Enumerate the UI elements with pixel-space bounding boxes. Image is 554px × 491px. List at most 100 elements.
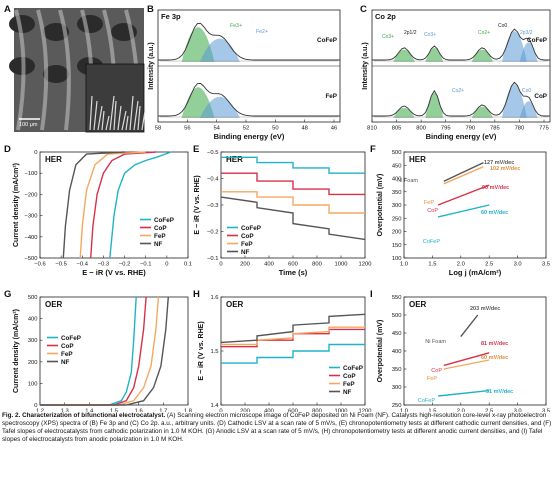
y-tick-label: 400 (28, 317, 38, 323)
x-tick-label: 58 (155, 126, 161, 132)
y-tick-label: 1.5 (210, 349, 218, 355)
x-tick-label: 775 (539, 126, 549, 132)
legend-entry-nf: NF (241, 249, 250, 256)
y-axis-label: Current density (mA/cm²) (13, 163, 20, 247)
y-tick-label: 550 (392, 295, 402, 301)
y-tick-label: −0.1 (207, 256, 218, 262)
x-tick-label: 1.5 (428, 409, 436, 413)
y-axis-label: Intensity (a.u.) (148, 42, 155, 89)
x-tick-label: 600 (288, 409, 298, 413)
x-tick-label: 800 (416, 126, 426, 132)
x-tick-label: 805 (392, 126, 402, 132)
x-tick-label: 2.5 (485, 262, 493, 268)
y-tick-label: 150 (392, 243, 402, 249)
x-tick-label: −0.4 (77, 262, 89, 268)
x-tick-label: 800 (312, 409, 322, 413)
panel-d: −0.6 −0.5 −0.4 −0.3 −0.2 −0.1 0 0.1 0 −100 −200 −30… (13, 150, 192, 277)
series-label: Ni Foam (425, 339, 446, 345)
sample-label: CoP (534, 93, 547, 100)
y-tick-label: 100 (392, 256, 402, 262)
y-tick-label: 1.6 (210, 295, 218, 301)
x-tick-label: 1.5 (110, 409, 118, 413)
sem-inset-flake (117, 105, 122, 131)
x-tick-label: 3.5 (542, 409, 550, 413)
x-axis-label: Binding energy (eV) (426, 132, 497, 141)
x-axis-label: Time (s) (279, 268, 308, 277)
x-tick-label: 200 (240, 409, 250, 413)
series-line-fep (443, 359, 490, 370)
x-tick-label: 1200 (359, 262, 372, 268)
panel-tag: HER (226, 155, 243, 164)
figure-canvas: A 100 μm B 58 56 54 52 50 48 46 Binding energy (eV… (4, 4, 551, 413)
x-tick-label: 780 (515, 126, 525, 132)
peak-label: Fe3+ (230, 23, 242, 29)
legend-entry-cop: CoP (343, 373, 356, 380)
sem-inset-flake (109, 95, 115, 131)
legend-entry-nf: NF (154, 241, 163, 248)
peak-label: Co0 (498, 23, 507, 29)
series-line-cofep (221, 343, 365, 364)
panel-title: Fe 3p (161, 12, 181, 21)
plot-frame (39, 151, 189, 259)
sem-inset-flake (141, 110, 146, 131)
panel-letter-d: D (4, 144, 11, 155)
y-tick-label: −500 (24, 256, 37, 262)
legend-entry-nf: NF (61, 359, 70, 366)
y-tick-label: −400 (24, 235, 37, 241)
y-tick-label: 400 (392, 177, 402, 183)
x-tick-label: 795 (441, 126, 451, 132)
panel-letter-f: F (370, 144, 376, 155)
series-line-fep (443, 165, 484, 185)
x-tick-label: 790 (465, 126, 475, 132)
peak-label: Co3+ (382, 34, 394, 40)
y-tick-label: 200 (28, 360, 38, 366)
panel-e: 0 200 400 600 800 1000 1200 −0.1 −0.2 −0.3 −0.4 −0.… (194, 150, 371, 277)
panel-letter-e: E (193, 144, 199, 155)
series-line-cofep (438, 389, 490, 397)
y-tick-label: 500 (392, 313, 402, 319)
sem-pore (77, 15, 103, 33)
panel-a: 100 μm (9, 8, 146, 133)
sem-inset-flake (105, 115, 110, 131)
y-tick-label: −100 (24, 171, 37, 177)
series-line-cop (221, 172, 365, 196)
panel-letter-i: I (370, 289, 373, 300)
y-tick-label: 300 (28, 338, 38, 344)
slope-label: 203 mV/dec (470, 306, 500, 312)
slope-label: 60 mV/dec (481, 210, 508, 216)
peak-label: Co3+ (424, 32, 436, 38)
sem-pore (9, 15, 35, 33)
panel-title: Co 2p (375, 12, 396, 21)
series-line-cop (90, 151, 157, 259)
y-tick-label: 200 (392, 230, 402, 236)
x-tick-label: 0 (165, 262, 168, 268)
peak-label: Co2+ (478, 30, 490, 36)
x-tick-label: 600 (288, 262, 298, 268)
x-tick-label: 1.4 (85, 409, 94, 413)
panel-tag: OER (226, 300, 244, 309)
series-line-fep (221, 326, 365, 346)
y-tick-label: 250 (392, 216, 402, 222)
y-tick-label: −0.2 (207, 230, 218, 236)
y-axis-label: Overpotential (mV) (377, 320, 384, 383)
y-tick-label: 350 (392, 367, 402, 373)
peak-label: 2p1/2 (404, 30, 417, 36)
x-tick-label: 50 (272, 126, 278, 132)
y-tick-label: 300 (392, 385, 402, 391)
y-tick-label: −0.4 (207, 177, 219, 183)
y-tick-label: −0.3 (207, 203, 218, 209)
series-line-cofep (437, 204, 490, 218)
sem-inset-flake (97, 105, 103, 131)
y-tick-label: −300 (24, 214, 37, 220)
x-tick-label: 1.5 (428, 262, 436, 268)
series-line-nf (220, 196, 366, 241)
series-line-nf (220, 313, 366, 344)
y-tick-label: 100 (28, 381, 38, 387)
y-tick-label: 450 (392, 163, 402, 169)
sem-strut (36, 9, 49, 131)
series-label: FeP (427, 376, 437, 382)
x-tick-label: 3.0 (514, 262, 522, 268)
x-tick-label: 0.1 (184, 262, 192, 268)
x-tick-label: 48 (301, 126, 307, 132)
